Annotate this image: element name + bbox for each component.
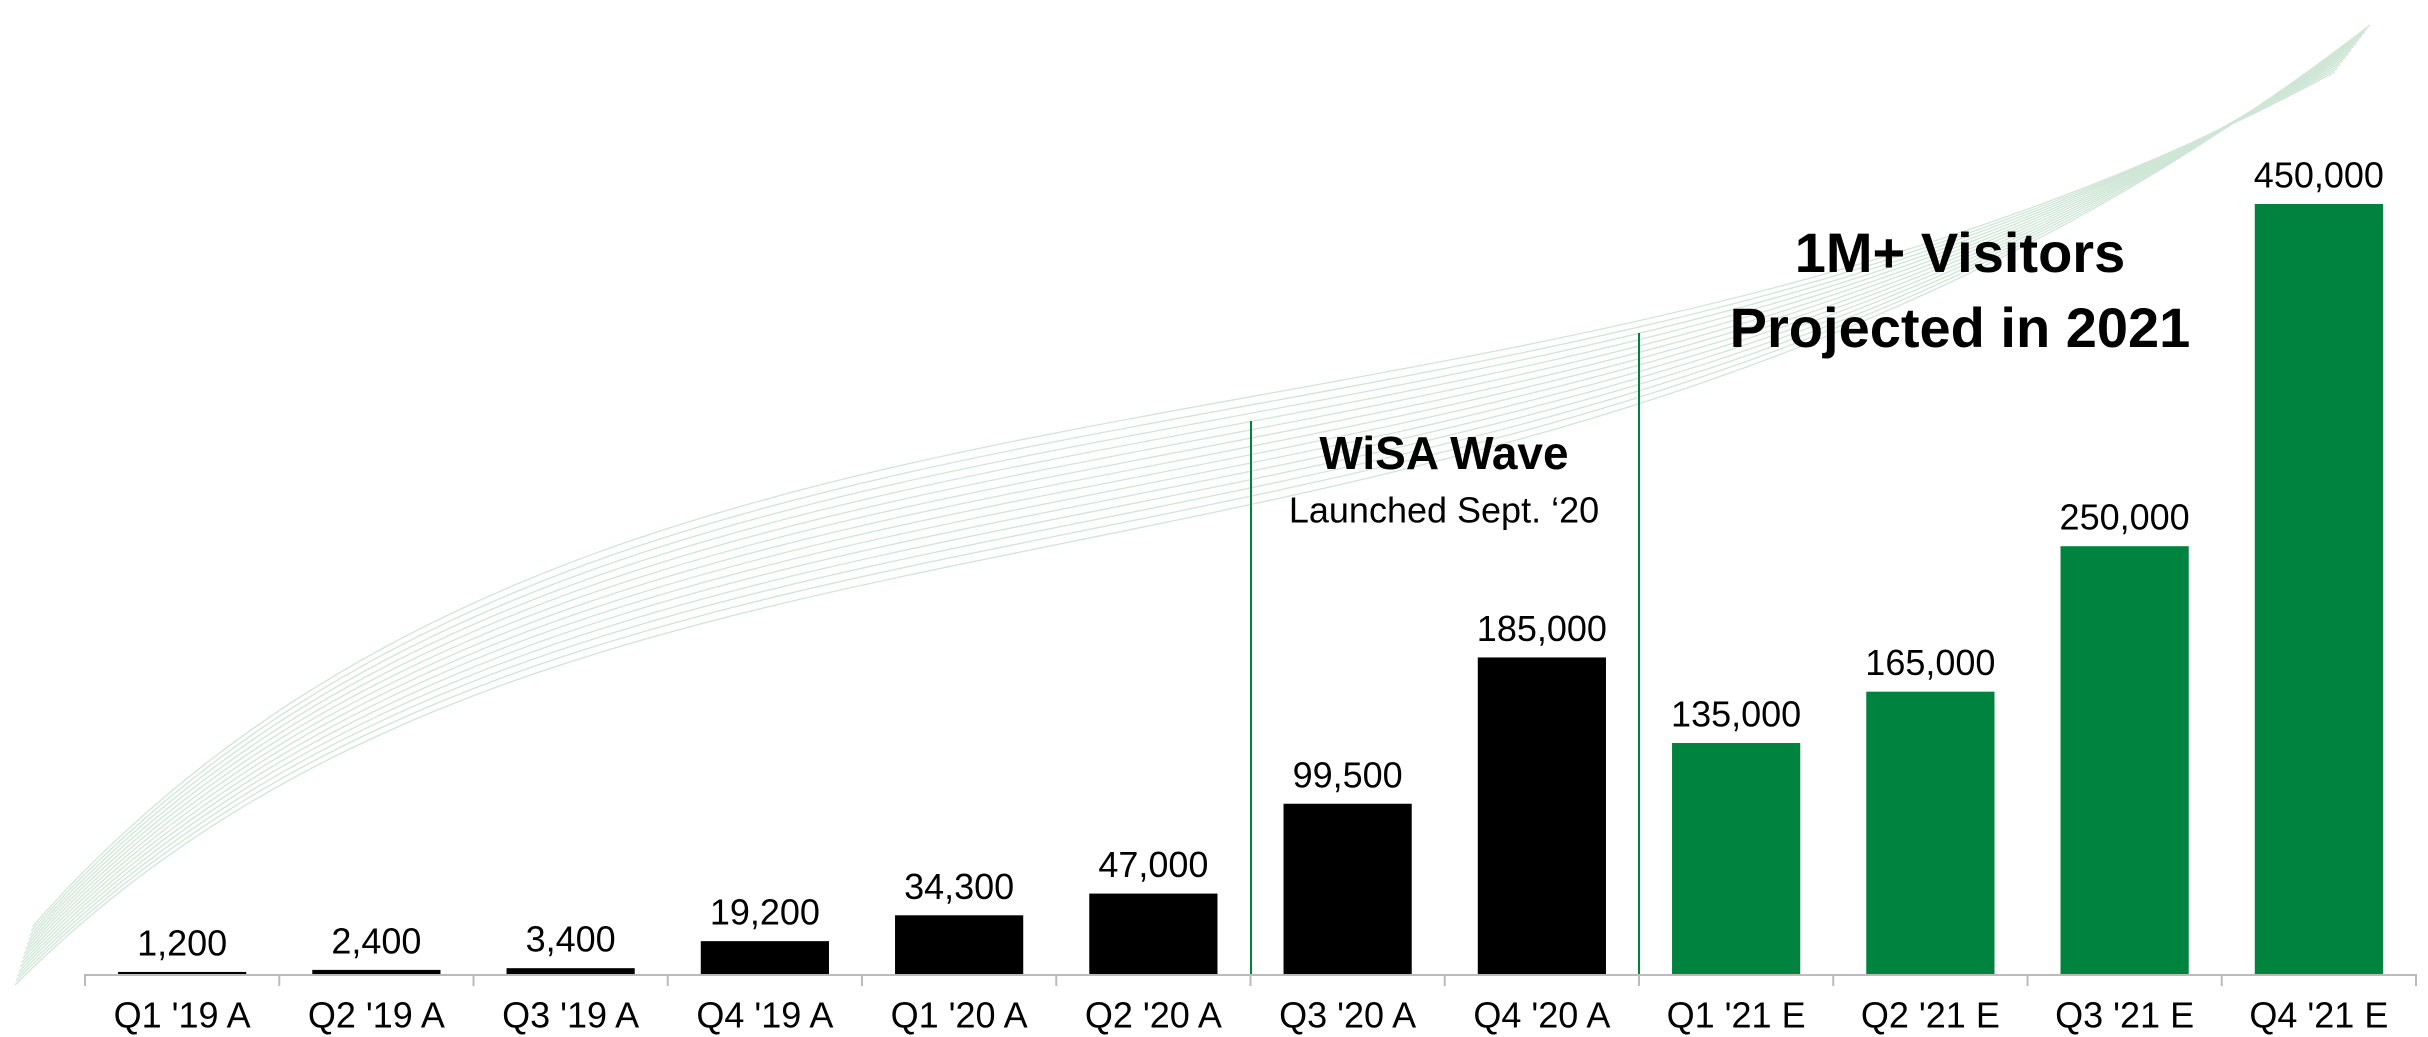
bar: [701, 941, 829, 974]
bar: [118, 972, 246, 974]
value-label: 165,000: [1865, 642, 1995, 683]
bar: [312, 970, 440, 974]
wave-line: [20, 39, 2359, 967]
wave-line: [22, 43, 2357, 963]
value-label: 3,400: [526, 919, 616, 960]
wave-line: [16, 29, 2367, 981]
value-label: 2,400: [331, 920, 421, 961]
x-tick-label: Q4 '20 A: [1473, 995, 1610, 1036]
bar: [1672, 743, 1800, 974]
bar: [1866, 692, 1994, 974]
value-label: 34,300: [904, 866, 1014, 907]
value-label: 1,200: [137, 922, 227, 963]
value-label: 99,500: [1293, 754, 1403, 795]
annotation: WiSA Wave: [1319, 427, 1568, 479]
x-tick-label: Q3 '21 E: [2055, 995, 2194, 1036]
annotation: Launched Sept. ‘20: [1289, 490, 1599, 531]
value-label: 185,000: [1477, 608, 1607, 649]
x-tick-label: Q1 '20 A: [891, 995, 1028, 1036]
bar: [895, 915, 1023, 974]
wave-line: [24, 50, 2351, 953]
bar: [1284, 804, 1412, 974]
value-label: 135,000: [1671, 694, 1801, 735]
annotation: 1M+ Visitors: [1795, 221, 2125, 284]
x-tick-label: Q1 '19 A: [114, 995, 251, 1036]
chart: WiSA Wave Launched Sept. ‘20 1M+ Visitor…: [0, 0, 2428, 1037]
bar: [507, 968, 635, 974]
value-label: 250,000: [2060, 497, 2190, 538]
wave-line: [15, 25, 2370, 985]
x-tick-label: Q4 '21 E: [2249, 995, 2388, 1036]
x-tick-label: Q1 '21 E: [1667, 995, 1806, 1036]
wave-decoration: [15, 25, 2370, 985]
x-tick-label: Q2 '21 E: [1861, 995, 2000, 1036]
x-tick-label: Q2 '20 A: [1085, 995, 1222, 1036]
bar: [1089, 894, 1217, 974]
bar: [2061, 546, 2189, 974]
value-label: 450,000: [2254, 155, 2384, 196]
x-tick-label: Q4 '19 A: [696, 995, 833, 1036]
x-tick-label: Q2 '19 A: [308, 995, 445, 1036]
annotation: Projected in 2021: [1730, 296, 2191, 359]
wave-line: [18, 32, 2365, 976]
bar: [1478, 657, 1606, 974]
x-tick-label: Q3 '20 A: [1279, 995, 1416, 1036]
wave-line: [19, 36, 2362, 972]
x-tick-label: Q3 '19 A: [502, 995, 639, 1036]
bar: [2255, 204, 2383, 974]
value-label: 19,200: [710, 892, 820, 933]
wave-line: [29, 61, 2344, 940]
wave-line: [23, 47, 2354, 958]
value-label: 47,000: [1098, 844, 1208, 885]
